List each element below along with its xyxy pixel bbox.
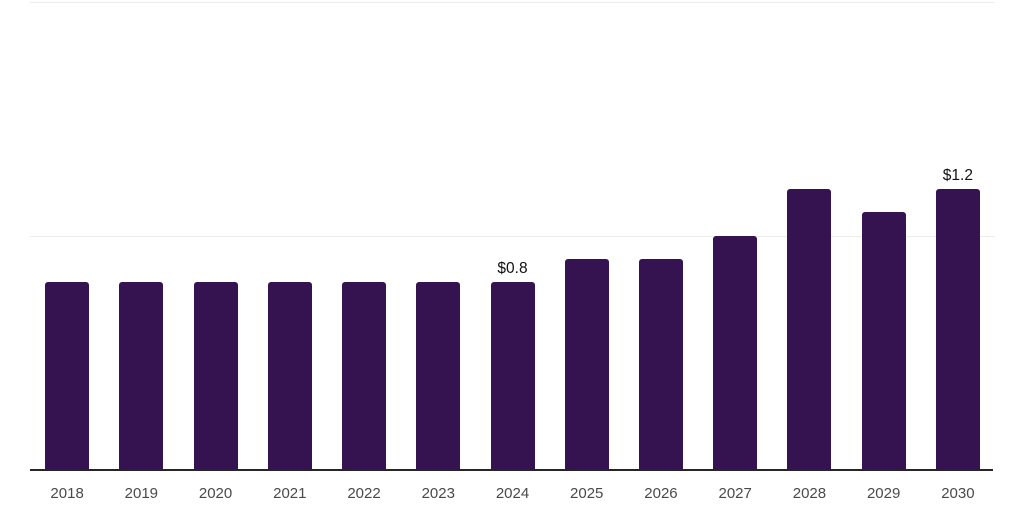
x-tick-label-2024: 2024 <box>495 485 530 502</box>
bar-value-label-2030: $1.2 <box>942 166 973 184</box>
x-axis-line <box>30 469 993 471</box>
bar-2030 <box>935 188 980 469</box>
x-tick-label-2025: 2025 <box>570 485 604 502</box>
gridline-2 <box>30 2 995 3</box>
x-tick-label-2020: 2020 <box>198 485 233 502</box>
x-tick-label-2018: 2018 <box>50 485 84 502</box>
x-tick-label-2022: 2022 <box>347 485 381 502</box>
bar-value-label-2024: $0.8 <box>497 260 528 278</box>
bar-2024 <box>490 282 535 469</box>
bar-2025 <box>564 258 609 469</box>
bar-2026 <box>638 258 683 469</box>
x-tick-label-2021: 2021 <box>273 485 307 502</box>
bar-2022 <box>342 282 387 469</box>
x-tick-label-2027: 2027 <box>718 485 752 502</box>
x-tick-label-2023: 2023 <box>421 485 455 502</box>
bar-2020 <box>193 282 238 469</box>
gridline-1 <box>30 236 995 237</box>
bar-2027 <box>713 235 758 469</box>
x-tick-label-2028: 2028 <box>792 485 827 502</box>
bar-2028 <box>787 188 832 469</box>
x-tick-label-2030: 2030 <box>941 485 975 502</box>
bar-2029 <box>861 212 906 469</box>
x-tick-label-2019: 2019 <box>124 485 159 502</box>
bar-2019 <box>119 282 164 469</box>
bar-2023 <box>416 282 461 469</box>
bar-2021 <box>267 282 312 469</box>
x-tick-label-2026: 2026 <box>644 485 678 502</box>
x-tick-label-2029: 2029 <box>866 485 901 502</box>
bar-2018 <box>45 282 90 469</box>
